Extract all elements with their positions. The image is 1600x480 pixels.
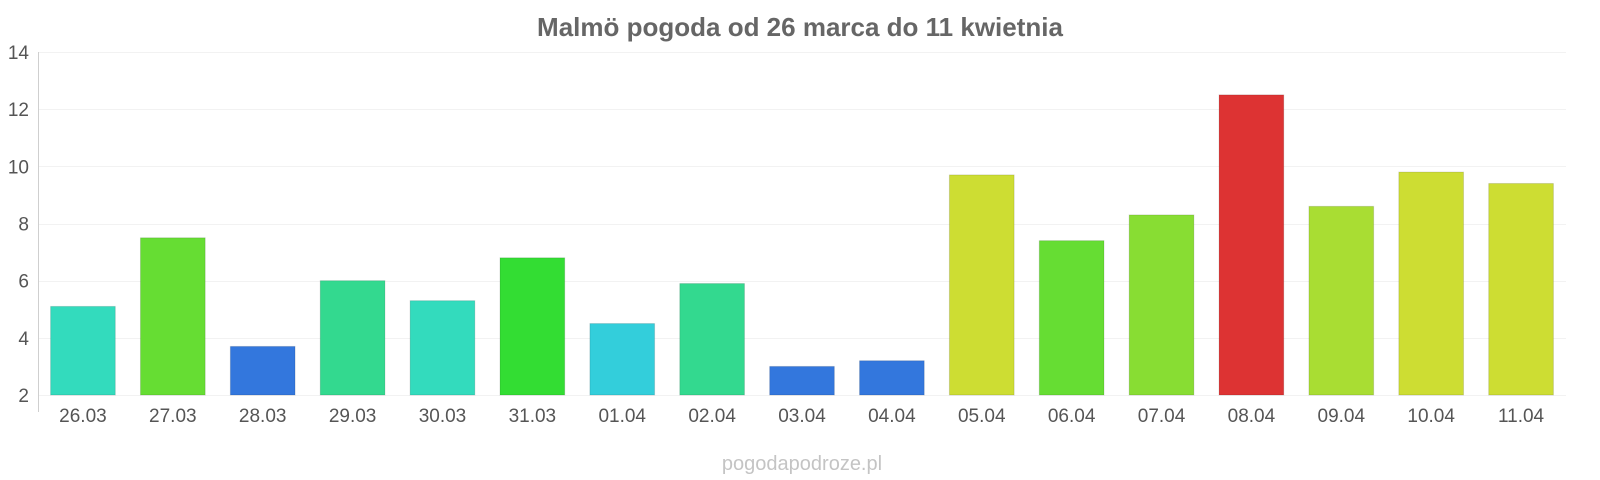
y-tick-label-4: 10 xyxy=(8,157,29,178)
x-tick-label-11.04: 11.04 xyxy=(1498,406,1545,427)
x-tick-label-31.03: 31.03 xyxy=(509,406,557,427)
x-tick-label-04.04: 04.04 xyxy=(868,406,916,427)
bar-05.04 xyxy=(948,174,1015,396)
x-tick-label-27.03: 27.03 xyxy=(149,406,197,427)
bar-10.04 xyxy=(1398,171,1465,396)
y-tick-label-1: 4 xyxy=(18,329,29,350)
x-tick-label-09.04: 09.04 xyxy=(1318,406,1366,427)
watermark: pogodapodroze.pl xyxy=(722,453,882,475)
x-tick-label-29.03: 29.03 xyxy=(329,406,377,427)
y-tick-label-2: 6 xyxy=(18,272,29,293)
chart-title: Malmö pogoda od 26 marca do 11 kwietnia xyxy=(537,12,1063,42)
bar-01.04 xyxy=(589,323,656,396)
x-tick-label-28.03: 28.03 xyxy=(239,406,287,427)
y-axis: 2 4 6 8 10 12 14 xyxy=(8,43,30,407)
y-tick-label-6: 14 xyxy=(8,43,30,64)
x-tick-label-01.04: 01.04 xyxy=(598,406,646,427)
bar-04.04 xyxy=(859,360,925,396)
y-tick-label-5: 12 xyxy=(8,100,29,121)
x-tick-label-30.03: 30.03 xyxy=(419,406,467,427)
bar-11.04 xyxy=(1488,182,1554,396)
bar-30.03 xyxy=(409,300,476,396)
bar-07.04 xyxy=(1128,214,1195,396)
x-tick-label-10.04: 10.04 xyxy=(1407,406,1455,427)
x-axis: 26.03 27.03 28.03 29.03 30.03 31.03 01.04 02.04… xyxy=(59,406,1544,427)
bar-layer xyxy=(50,94,1554,396)
y-tick-label-3: 8 xyxy=(18,215,29,236)
grid-layer xyxy=(38,52,1566,396)
bar-02.04 xyxy=(679,283,745,396)
x-tick-label-08.04: 08.04 xyxy=(1228,406,1276,427)
bar-08.04 xyxy=(1218,94,1285,396)
bar-27.03 xyxy=(139,237,206,396)
x-tick-label-26.03: 26.03 xyxy=(59,406,107,427)
x-tick-label-02.04: 02.04 xyxy=(688,406,736,427)
bar-09.04 xyxy=(1308,205,1375,396)
y-tick-label-0: 2 xyxy=(18,386,29,407)
bar-26.03 xyxy=(50,305,116,396)
bar-06.04 xyxy=(1038,240,1105,396)
bar-03.04 xyxy=(769,365,835,396)
x-tick-label-05.04: 05.04 xyxy=(958,406,1006,427)
bar-31.03 xyxy=(499,257,566,396)
x-tick-label-03.04: 03.04 xyxy=(778,406,826,427)
x-tick-label-06.04: 06.04 xyxy=(1048,406,1096,427)
bar-28.03 xyxy=(229,345,296,396)
x-tick-label-07.04: 07.04 xyxy=(1138,406,1186,427)
bar-29.03 xyxy=(319,280,386,396)
